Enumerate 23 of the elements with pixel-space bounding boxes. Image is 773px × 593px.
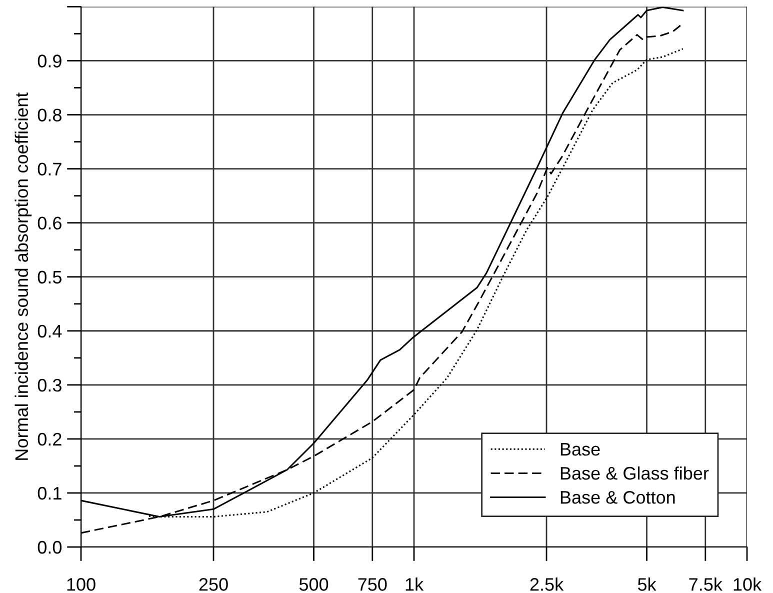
y-tick-label: 0.6 (38, 216, 62, 230)
y-tick-label: 0.5 (38, 270, 62, 284)
y-tick-label: 0.2 (38, 432, 62, 446)
y-tick-label: 0.0 (38, 540, 62, 554)
y-tick-label: 0.8 (38, 108, 62, 122)
x-tick-label: 5k (638, 578, 656, 591)
y-tick-label: 0.4 (38, 324, 62, 338)
legend-label: Base & Cotton (560, 490, 675, 504)
x-tick-label: 7.5k (689, 578, 722, 591)
legend-label: Base & Glass fiber (560, 466, 709, 480)
x-tick-label: 250 (199, 578, 228, 591)
legend-label: Base (560, 443, 600, 456)
y-tick-label: 0.3 (38, 378, 62, 392)
x-tick-label: 1k (406, 578, 424, 591)
x-tick-label: 500 (299, 578, 328, 591)
y-tick-label: 0.9 (38, 54, 62, 68)
x-tick-label: 2.5k (530, 578, 564, 591)
y-tick-label: 0.1 (38, 486, 62, 500)
x-tick-label: 10k (734, 578, 762, 591)
y-axis-title: Normal incidence sound absorption coefficient (14, 92, 32, 460)
x-tick-label: 100 (67, 578, 96, 591)
x-tick-label: 750 (358, 578, 387, 591)
y-tick-label: 0.7 (38, 162, 62, 176)
